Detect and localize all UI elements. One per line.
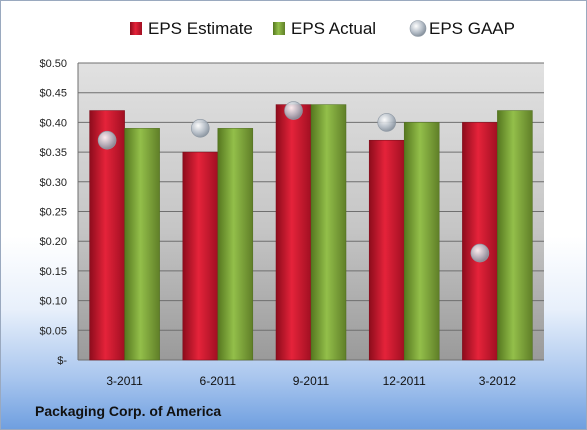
y-tick-label: $0.40 — [39, 117, 67, 129]
x-tick-label: 3-2012 — [479, 374, 517, 388]
legend-label-gaap: EPS GAAP — [429, 19, 515, 38]
legend-swatch-estimate — [130, 22, 142, 35]
point-eps-gaap — [470, 243, 490, 263]
bar-eps-actual — [310, 104, 347, 361]
x-tick-label: 12-2011 — [383, 374, 426, 388]
legend-swatch-gaap — [409, 20, 427, 37]
bar-eps-estimate — [462, 122, 498, 361]
legend-label-estimate: EPS Estimate — [148, 19, 253, 38]
x-tick-label: 6-2011 — [200, 374, 237, 388]
y-tick-label: $0.50 — [39, 58, 67, 70]
legend-label-actual: EPS Actual — [291, 19, 376, 38]
point-eps-gaap — [191, 119, 210, 138]
y-tick-label: $0.15 — [39, 266, 67, 278]
bar-eps-actual — [217, 128, 254, 361]
legend-swatch-actual — [273, 22, 285, 35]
bar-eps-estimate — [368, 139, 405, 361]
company-name: Packaging Corp. of America — [35, 403, 222, 419]
point-eps-gaap — [97, 130, 117, 150]
y-tick-label: $0.25 — [39, 207, 67, 219]
bar-eps-actual — [403, 122, 440, 361]
point-eps-gaap — [284, 101, 303, 120]
y-tick-label: $0.05 — [39, 325, 67, 337]
y-tick-label: $- — [57, 355, 67, 367]
point-eps-gaap — [377, 113, 397, 132]
x-tick-label: 9-2011 — [293, 374, 330, 388]
y-tick-label: $0.10 — [39, 296, 67, 308]
bar-eps-estimate — [89, 110, 125, 361]
y-tick-label: $0.20 — [39, 236, 67, 248]
y-tick-label: $0.45 — [39, 88, 67, 100]
bar-eps-actual — [124, 128, 160, 361]
x-tick-label: 3-2011 — [106, 374, 143, 388]
y-tick-label: $0.30 — [39, 177, 67, 189]
bar-eps-estimate — [275, 104, 312, 361]
y-tick-label: $0.35 — [39, 147, 67, 159]
bar-eps-actual — [497, 110, 533, 361]
bar-eps-estimate — [182, 151, 219, 361]
